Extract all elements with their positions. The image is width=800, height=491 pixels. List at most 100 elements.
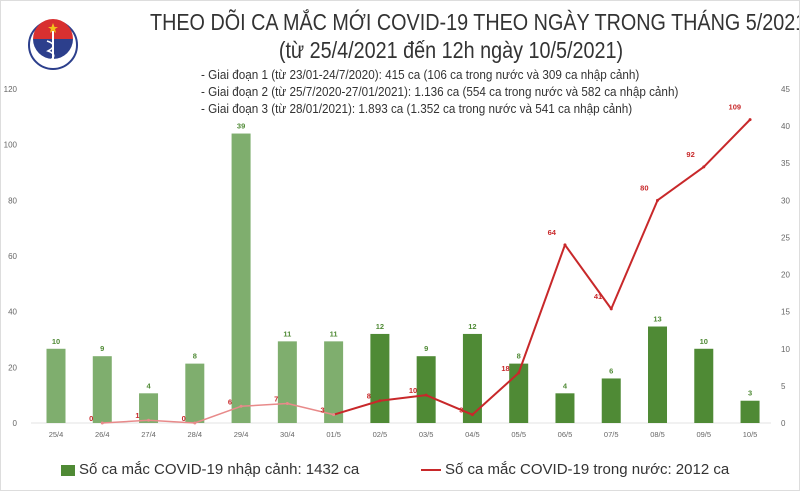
- legend-line: Số ca mắc COVID-19 trong nước: 2012 ca: [421, 461, 729, 479]
- bar-value-label: 4: [563, 381, 568, 390]
- x-axis-tick: 02/5: [373, 430, 388, 439]
- x-axis-tick: 05/5: [511, 430, 526, 439]
- line-value-label: 0: [89, 414, 93, 423]
- bar: [416, 356, 436, 423]
- x-axis-tick: 04/5: [465, 430, 480, 439]
- line-point: [609, 307, 613, 311]
- line-point: [147, 418, 151, 422]
- line-segment: [287, 402, 334, 416]
- x-axis-tick: 01/5: [326, 430, 341, 439]
- line-segment: [610, 199, 659, 310]
- right-axis-tick: 30: [781, 196, 790, 205]
- line-value-label: 18: [501, 364, 509, 373]
- left-axis-tick: 60: [8, 252, 17, 261]
- bar-value-label: 6: [609, 366, 613, 375]
- line-value-label: 7: [274, 395, 278, 404]
- right-axis-tick: 45: [781, 85, 790, 94]
- bar-value-label: 39: [237, 122, 245, 131]
- line-point: [748, 118, 752, 122]
- bar-value-label: 12: [376, 322, 384, 331]
- line-point: [239, 404, 243, 408]
- bar: [185, 363, 205, 423]
- x-axis-tick: 29/4: [234, 430, 249, 439]
- legend-line-swatch: [421, 469, 441, 471]
- right-axis-tick: 40: [781, 122, 790, 131]
- bar: [231, 133, 251, 424]
- legend-bar-label: Số ca mắc COVID-19 nhập cảnh: 1432 ca: [79, 461, 360, 478]
- right-axis-tick: 0: [781, 419, 786, 428]
- line-segment: [564, 244, 613, 310]
- x-axis-tick: 25/4: [49, 430, 64, 439]
- line-segment: [194, 405, 242, 424]
- bar-value-label: 10: [52, 337, 60, 346]
- bar: [324, 341, 344, 423]
- line-point: [563, 243, 567, 247]
- x-axis-tick: 07/5: [604, 430, 619, 439]
- bar: [370, 333, 390, 423]
- bar-value-label: 9: [100, 344, 104, 353]
- bar: [92, 356, 112, 423]
- line-point: [656, 198, 660, 202]
- line-point: [193, 421, 197, 425]
- line-value-label: 109: [729, 103, 742, 112]
- right-axis-tick: 10: [781, 345, 790, 354]
- line-segment: [241, 402, 288, 408]
- x-axis-tick: 28/4: [188, 430, 203, 439]
- x-axis-tick: 26/4: [95, 430, 110, 439]
- bar-value-label: 12: [468, 322, 476, 331]
- x-axis-tick: 09/5: [696, 430, 711, 439]
- x-axis-tick: 10/5: [743, 430, 758, 439]
- bar-value-label: 4: [146, 381, 151, 390]
- bar: [555, 393, 575, 423]
- x-axis-tick: 06/5: [558, 430, 573, 439]
- left-axis-tick: 120: [4, 85, 18, 94]
- left-axis-tick: 80: [8, 196, 17, 205]
- line-segment: [148, 419, 195, 424]
- right-axis-tick: 5: [781, 382, 786, 391]
- line-segment: [425, 394, 473, 416]
- line-value-label: 3: [459, 406, 463, 415]
- bar-value-label: 9: [424, 344, 428, 353]
- legend-bar: Số ca mắc COVID-19 nhập cảnh: 1432 ca: [61, 461, 359, 479]
- line-value-label: 64: [548, 228, 557, 237]
- line-value-label: 1: [135, 411, 139, 420]
- line-value-label: 8: [367, 392, 371, 401]
- line-value-label: 10: [409, 386, 417, 395]
- line-point: [470, 413, 474, 417]
- bar: [694, 348, 714, 423]
- line-segment: [517, 244, 566, 374]
- right-axis-tick: 35: [781, 159, 790, 168]
- bar-value-label: 3: [748, 389, 752, 398]
- bar: [648, 326, 668, 423]
- bar: [277, 341, 297, 423]
- bar: [139, 393, 159, 423]
- right-axis-tick: 15: [781, 308, 790, 317]
- phase-2-note: - Giai đoạn 2 (từ 25/7/2020-27/01/2021):…: [201, 84, 679, 99]
- bar-value-label: 11: [330, 329, 338, 338]
- bar-value-label: 8: [193, 352, 197, 361]
- bar: [46, 348, 66, 423]
- line-point: [517, 371, 521, 375]
- x-axis-tick: 03/5: [419, 430, 434, 439]
- x-axis-tick: 08/5: [650, 430, 665, 439]
- line-point: [100, 421, 104, 425]
- line-segment: [656, 166, 705, 202]
- line-point: [285, 402, 289, 406]
- line-point: [332, 413, 336, 417]
- bar: [462, 333, 482, 423]
- bar: [740, 400, 760, 423]
- legend-line-label: Số ca mắc COVID-19 trong nước: 2012 ca: [445, 461, 730, 478]
- left-axis-tick: 100: [4, 141, 18, 150]
- line-value-label: 92: [686, 150, 694, 159]
- line-segment: [333, 399, 381, 416]
- chart-subtitle: (từ 25/4/2021 đến 12h ngày 10/5/2021): [278, 37, 624, 63]
- bar-value-label: 10: [700, 337, 708, 346]
- legend-bar-swatch: [61, 464, 75, 476]
- line-segment: [102, 419, 149, 424]
- line-point: [378, 399, 382, 403]
- bar-value-label: 8: [517, 352, 521, 361]
- chart-title: THEO DÕI CA MẮC MỚI COVID-19 THEO NGÀY T…: [150, 9, 800, 35]
- bar: [601, 378, 621, 423]
